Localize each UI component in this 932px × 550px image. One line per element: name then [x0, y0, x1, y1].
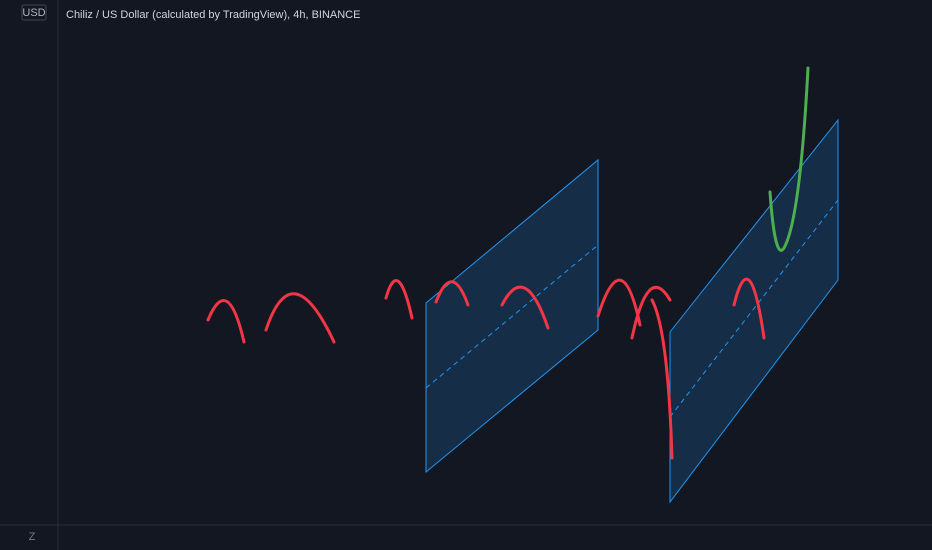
- channel: [669, 118, 839, 504]
- arc: [434, 280, 470, 307]
- drawings: [425, 118, 839, 504]
- currency: USD: [22, 7, 45, 19]
- channel-mid: [669, 199, 839, 418]
- arc: [384, 279, 414, 320]
- price-axis: [0, 0, 58, 525]
- channel-mid: [425, 244, 599, 389]
- arc: [264, 292, 336, 344]
- arc: [596, 278, 642, 327]
- arc: [732, 277, 766, 340]
- arc: [630, 285, 672, 340]
- currency-badge: [21, 4, 47, 21]
- timezone-icon: Z: [29, 531, 36, 543]
- projection: [768, 66, 810, 252]
- arc: [500, 285, 550, 330]
- arc: [650, 298, 674, 460]
- chart-title: Chiliz / US Dollar (calculated by Tradin…: [66, 9, 360, 21]
- drawings: [206, 66, 810, 460]
- arc: [206, 299, 246, 344]
